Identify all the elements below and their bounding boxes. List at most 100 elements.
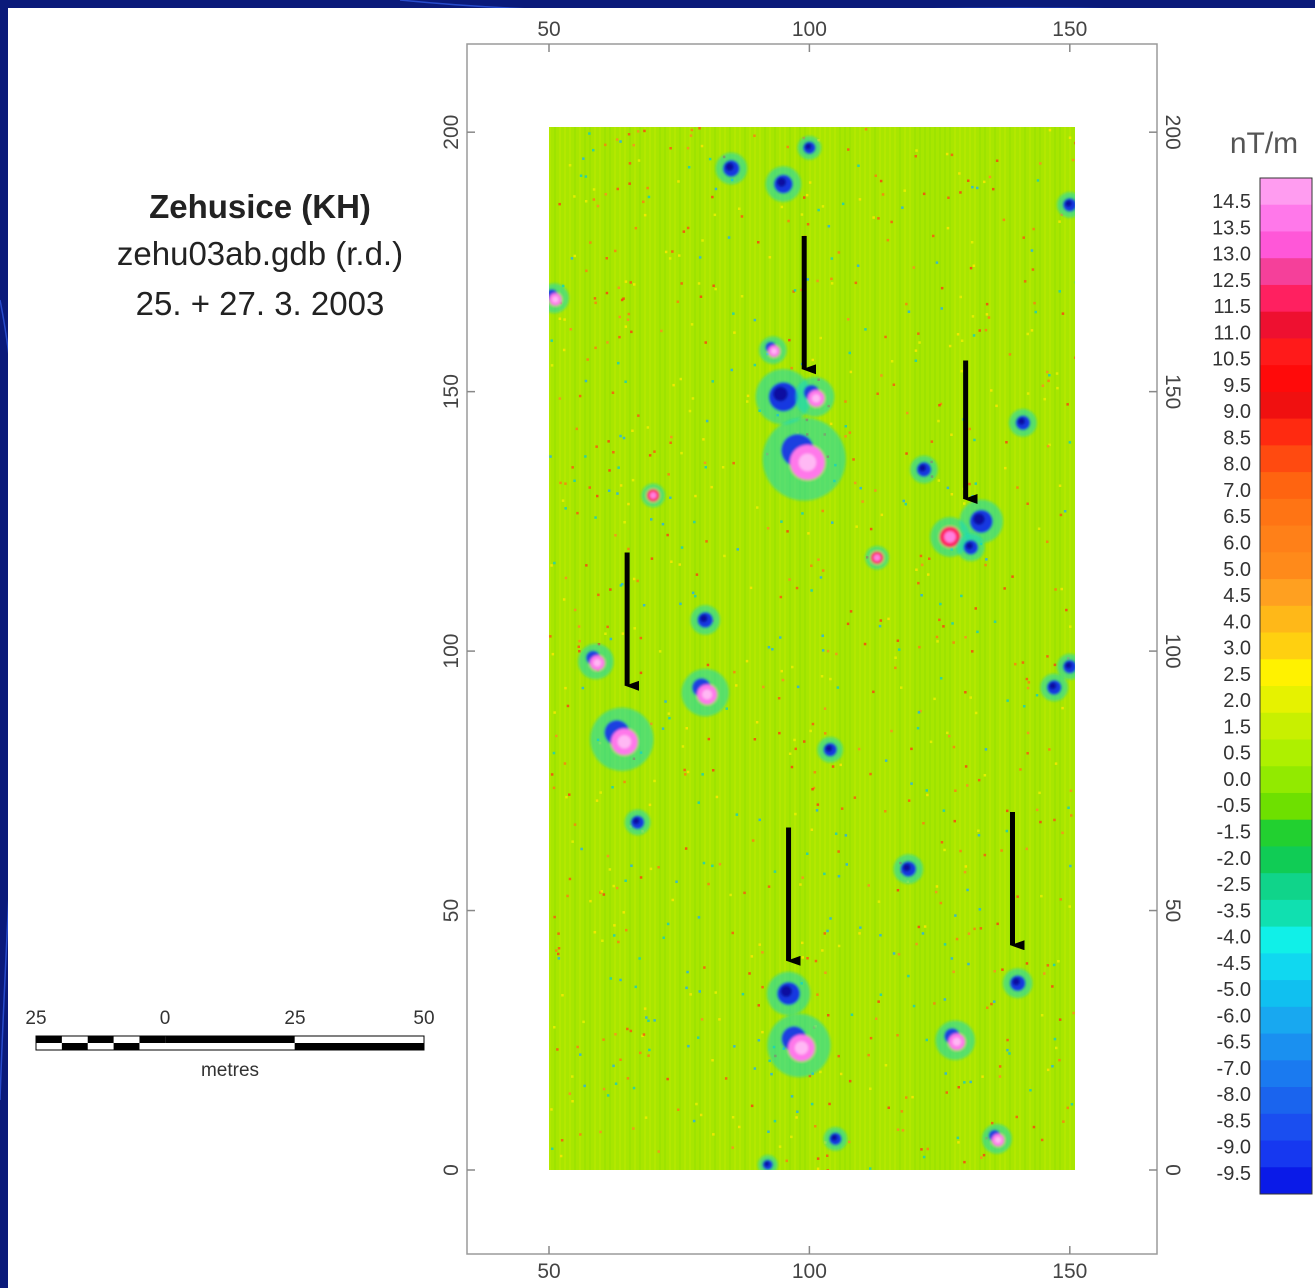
speckle [884, 1064, 888, 1067]
speckle [844, 425, 847, 428]
speckle [592, 198, 596, 201]
anomaly [959, 499, 1004, 544]
speckle [1067, 806, 1070, 809]
speckle [698, 990, 701, 993]
speckle [1026, 332, 1029, 336]
anomaly [1056, 653, 1075, 680]
anomaly-core-inner [812, 394, 821, 403]
colorbar-label: 7.0 [1223, 480, 1251, 502]
speckle [816, 1157, 820, 1160]
scale-bar: 25 0 25 50 metres [25, 1008, 434, 1081]
speckle [771, 648, 774, 651]
speckle [733, 670, 736, 674]
speckle [877, 217, 880, 220]
speckle [805, 193, 809, 197]
speckle [553, 561, 556, 565]
speckle [964, 765, 968, 768]
speckle [604, 193, 607, 196]
speckle [942, 625, 945, 628]
speckle [826, 1154, 829, 1157]
speckle [564, 507, 567, 510]
speckle [933, 1002, 936, 1005]
survey-stripe [959, 127, 961, 1170]
speckle [858, 932, 861, 935]
scale-label-25: 25 [284, 1008, 305, 1029]
speckle [641, 1034, 644, 1038]
speckle [701, 773, 704, 776]
speckle [557, 952, 560, 956]
x-tick-label-top: 100 [792, 18, 827, 41]
speckle [828, 1102, 831, 1106]
speckle [1069, 864, 1072, 868]
speckle [670, 560, 673, 563]
speckle [981, 1075, 984, 1078]
speckle [854, 481, 857, 485]
speckle [733, 331, 736, 334]
speckle [564, 576, 568, 580]
speckle [817, 558, 820, 561]
speckle [896, 639, 900, 642]
speckle [1053, 1037, 1057, 1041]
speckle [795, 1116, 798, 1119]
survey-stripe [649, 127, 651, 1170]
speckle [935, 885, 939, 888]
survey-stripe [729, 127, 731, 1170]
y-tick-label-right: 100 [1161, 634, 1184, 669]
survey-stripe [969, 127, 971, 1170]
speckle [551, 652, 555, 656]
colorbar-unit: nT/m [1230, 127, 1298, 160]
speckle [578, 650, 581, 653]
speckle [1026, 752, 1029, 755]
survey-stripe [1024, 127, 1026, 1170]
survey-stripe [669, 127, 671, 1170]
anomaly [1056, 191, 1075, 218]
speckle [966, 888, 969, 892]
y-tick-label-right: 200 [1161, 115, 1184, 150]
colorbar-label: 11.5 [1214, 296, 1251, 318]
anomaly-layer [549, 135, 1075, 1170]
speckle [756, 506, 759, 509]
colorbar-swatch [1260, 472, 1312, 500]
speckle [964, 865, 968, 868]
speckle [964, 691, 967, 694]
speckle [963, 1160, 966, 1164]
speckle [983, 774, 987, 777]
speckle [859, 486, 862, 490]
speckle [626, 318, 630, 321]
speckle [751, 839, 755, 842]
anomaly-core-inner [1065, 661, 1072, 669]
speckle [768, 1059, 771, 1063]
speckle [616, 187, 619, 191]
speckle [800, 288, 803, 292]
speckle [568, 164, 572, 167]
speckle [679, 602, 682, 606]
speckle [816, 279, 819, 283]
speckle [669, 147, 672, 150]
speckle [943, 848, 946, 852]
speckle [824, 971, 827, 974]
speckle [626, 1077, 630, 1080]
speckle [791, 665, 794, 669]
speckle [735, 813, 739, 816]
speckle [807, 366, 811, 370]
speckle [753, 738, 757, 741]
speckle [976, 630, 979, 634]
speckle [811, 358, 814, 362]
speckle [878, 624, 882, 628]
speckle [978, 329, 981, 332]
speckle [1016, 895, 1019, 898]
speckle [687, 1044, 690, 1048]
speckle [1040, 1138, 1044, 1142]
speckle [847, 1140, 851, 1144]
survey-stripe [614, 127, 616, 1170]
speckle [844, 834, 848, 837]
speckle [956, 333, 960, 336]
anomaly [690, 605, 721, 635]
anomaly [794, 377, 835, 417]
y-tick-label-left: 150 [440, 374, 463, 409]
survey-stripe [979, 127, 981, 1170]
speckle [902, 499, 905, 503]
speckle [879, 179, 883, 183]
speckle [964, 636, 967, 639]
speckle [667, 712, 671, 715]
